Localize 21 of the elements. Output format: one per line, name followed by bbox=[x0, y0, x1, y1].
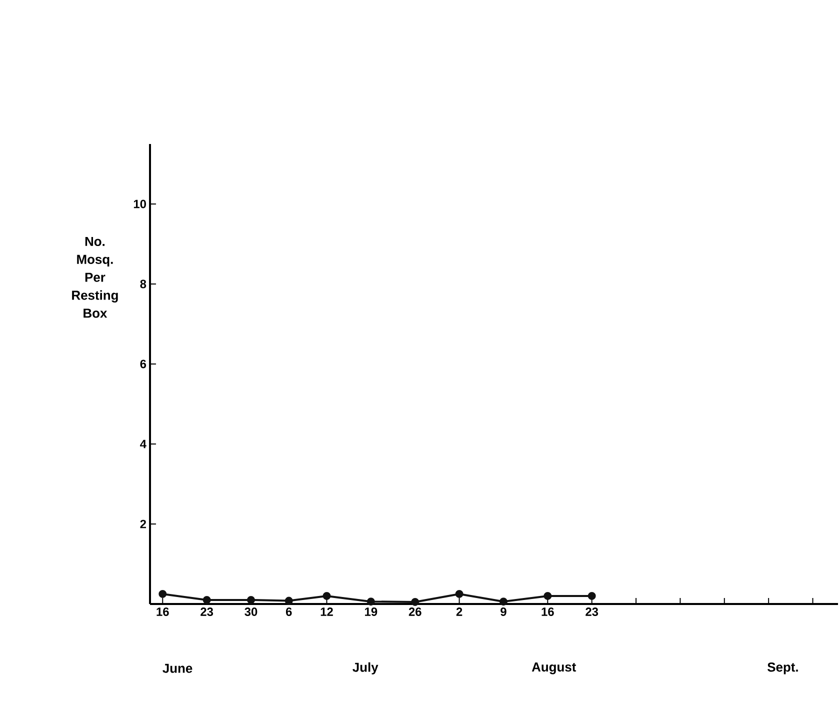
x-tick-label: 23 bbox=[200, 608, 214, 616]
x-tick-label: 30 bbox=[244, 608, 258, 616]
text: June bbox=[162, 664, 192, 673]
x-tick-label: 23 bbox=[586, 608, 598, 616]
y-tick-label: 8 bbox=[140, 280, 146, 288]
y-tick-label: 6 bbox=[140, 360, 146, 368]
y-tick-label: 4 bbox=[140, 440, 146, 448]
text: Sept. bbox=[768, 662, 798, 674]
x-tick-label: 26 bbox=[408, 608, 422, 616]
y-tick-label: 10 bbox=[134, 200, 146, 208]
x-tick-label: 9 bbox=[500, 608, 506, 616]
text: August bbox=[532, 662, 576, 674]
x-tick-label: 16 bbox=[156, 608, 169, 616]
x-tick-label: 12 bbox=[320, 608, 333, 616]
text: July bbox=[352, 662, 378, 674]
y-tick-label: 2 bbox=[140, 520, 146, 528]
x-tick-label: 16 bbox=[542, 608, 554, 616]
y-axis-title: No. Mosq. Per Resting Box bbox=[72, 237, 118, 318]
x-tick-label: 2 bbox=[456, 608, 462, 616]
x-tick-label: 19 bbox=[365, 608, 378, 616]
x-tick-label: 6 bbox=[286, 608, 292, 616]
